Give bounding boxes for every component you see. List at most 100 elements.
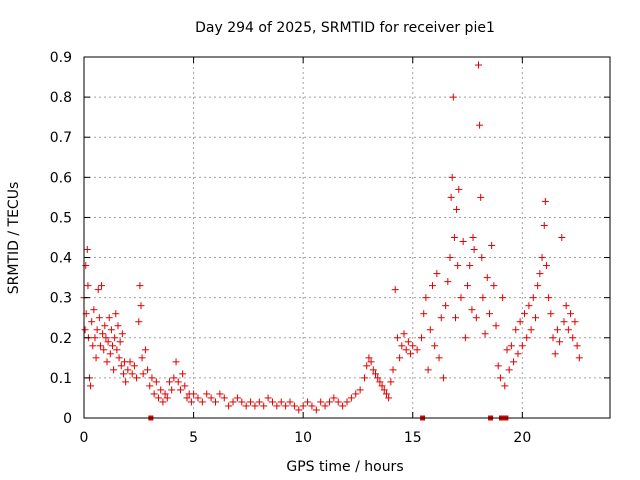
- data-point: [407, 350, 415, 358]
- data-point: [194, 394, 202, 402]
- data-point: [103, 358, 111, 366]
- data-point: [499, 294, 507, 302]
- data-point: [418, 334, 426, 342]
- data-point: [115, 354, 123, 362]
- data-point: [181, 382, 189, 390]
- data-point: [144, 366, 152, 374]
- data-point: [433, 270, 441, 278]
- data-point: [229, 398, 237, 406]
- data-point: [94, 286, 102, 294]
- data-point: [339, 402, 347, 410]
- data-point: [439, 374, 447, 382]
- data-point: [492, 322, 500, 330]
- data-point: [118, 330, 126, 338]
- data-point: [402, 346, 410, 354]
- data-point: [488, 242, 496, 250]
- data-point: [378, 382, 386, 390]
- data-point: [475, 61, 482, 69]
- data-point: [356, 386, 364, 394]
- data-point: [505, 366, 513, 374]
- data-point: [124, 366, 132, 374]
- data-point: [105, 314, 113, 322]
- data-point: [242, 402, 250, 410]
- y-tick-label: 0: [63, 411, 72, 427]
- data-point: [179, 370, 187, 378]
- y-tick-label: 0.8: [50, 90, 72, 106]
- data-point: [389, 366, 397, 374]
- data-point: [135, 318, 143, 326]
- data-point: [514, 350, 522, 358]
- data-point: [99, 330, 107, 338]
- data-point: [83, 246, 91, 254]
- data-point: [198, 398, 206, 406]
- data-point: [549, 334, 557, 342]
- data-point: [170, 374, 178, 382]
- data-point: [361, 374, 369, 382]
- data-point: [398, 342, 406, 350]
- data-point: [518, 342, 526, 350]
- data-point: [413, 346, 421, 354]
- y-tick-label: 0.2: [50, 331, 72, 347]
- data-point: [343, 398, 351, 406]
- data-point: [347, 394, 355, 402]
- plot-frame: [83, 56, 611, 419]
- data-point: [128, 370, 136, 378]
- data-point: [113, 346, 121, 354]
- data-point: [98, 282, 106, 290]
- data-point: [216, 390, 224, 398]
- data-point: [251, 402, 259, 410]
- data-point: [91, 334, 99, 342]
- data-point: [476, 121, 484, 129]
- data-point: [428, 282, 436, 290]
- data-point: [479, 294, 487, 302]
- data-point: [575, 354, 583, 362]
- data-point: [569, 334, 577, 342]
- data-point: [380, 386, 388, 394]
- data-point: [148, 374, 156, 382]
- data-point: [385, 394, 393, 402]
- data-point: [451, 314, 459, 322]
- data-point: [317, 398, 325, 406]
- y-tick-label: 0.5: [50, 210, 72, 226]
- data-point: [96, 342, 104, 350]
- x-axis-label: GPS time / hours: [286, 459, 403, 475]
- data-point: [101, 322, 109, 330]
- x-tick-label: 5: [189, 430, 198, 446]
- data-point: [277, 398, 285, 406]
- data-point: [545, 294, 553, 302]
- data-point: [330, 394, 338, 402]
- data-point: [459, 238, 467, 246]
- data-point: [573, 342, 581, 350]
- data-point: [422, 294, 430, 302]
- data-point: [114, 322, 122, 330]
- data-point: [464, 282, 472, 290]
- y-tick-label: 0.9: [50, 50, 72, 66]
- data-point: [571, 318, 579, 326]
- ticks-layer: 0 0.1 0.2 0.3 0.4 0.5 0.6 0.7 0.8 0.9 0 5 10 15 20: [50, 50, 610, 446]
- data-point: [457, 294, 465, 302]
- data-point: [334, 398, 342, 406]
- data-point: [387, 378, 395, 386]
- x-tick-label: 20: [513, 430, 531, 446]
- data-point: [531, 314, 539, 322]
- data-point: [304, 398, 312, 406]
- data-point: [540, 221, 548, 229]
- data-point: [321, 402, 329, 410]
- data-point: [165, 378, 173, 386]
- data-point: [146, 382, 154, 390]
- data-point: [273, 402, 281, 410]
- y-tick-label: 0.1: [50, 371, 72, 387]
- data-point: [404, 338, 412, 346]
- data-point: [126, 358, 134, 366]
- data-point: [556, 338, 564, 346]
- data-point: [90, 306, 98, 314]
- data-point: [225, 402, 233, 410]
- data-point: [477, 193, 485, 201]
- data-point: [88, 318, 96, 326]
- data-point: [454, 262, 462, 270]
- data-point: [393, 334, 401, 342]
- data-point: [446, 254, 454, 262]
- data-point: [352, 390, 360, 398]
- data-point: [138, 354, 146, 362]
- data-point: [527, 326, 535, 334]
